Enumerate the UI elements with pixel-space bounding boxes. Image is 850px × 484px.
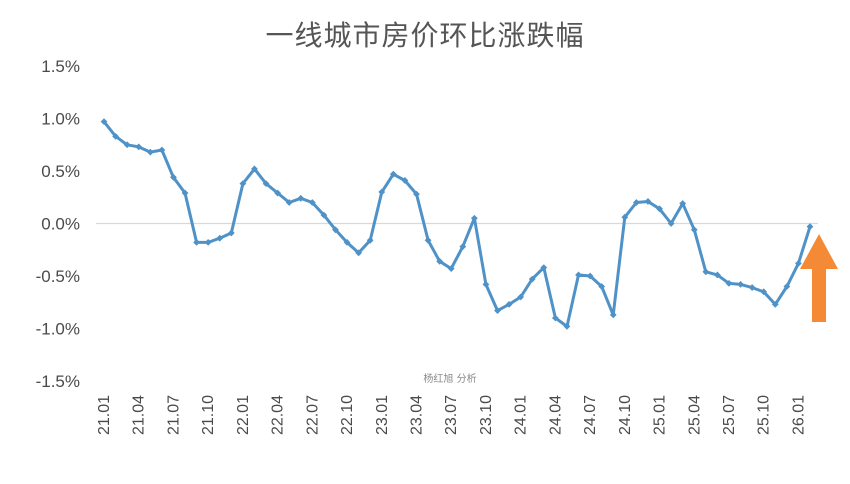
y-tick-label: -1.5% [36,372,80,391]
x-tick-label: 21.04 [131,395,148,435]
y-tick-label: -0.5% [36,267,80,286]
x-tick-label: 25.01 [652,395,669,435]
x-tick-label: 25.10 [756,395,773,435]
up-arrow-shape [800,234,838,322]
data-point [621,213,629,221]
data-point [494,307,501,315]
x-tick-label: 22.01 [235,395,252,435]
series-layer [100,118,814,330]
data-point [239,180,247,187]
data-point [251,165,258,173]
data-point [609,311,617,319]
data-point [436,257,444,265]
y-tick-label: 0.0% [41,215,80,234]
x-tick-label: 21.07 [165,395,182,435]
data-point [575,271,582,279]
data-point [748,284,756,291]
up-arrow-annotation [800,234,838,322]
x-tick-label: 22.04 [270,395,287,435]
data-point [146,148,154,156]
data-point [447,265,455,273]
data-point [413,190,420,198]
data-point [158,146,166,154]
y-tick-label: 0.5% [41,162,80,181]
data-point [285,199,293,206]
data-point [505,300,513,308]
data-point [297,194,305,202]
data-point [123,141,131,149]
x-tick-label: 23.07 [443,395,460,435]
data-point [470,214,478,222]
x-tick-label: 21.10 [200,395,217,435]
data-point [714,271,721,279]
x-tick-label: 21.01 [96,395,113,435]
data-point [459,243,467,250]
watermark: 杨红旭 分析 [423,372,476,385]
data-point [227,229,235,237]
x-tick-label: 23.10 [478,395,495,435]
data-point [274,189,282,197]
data-point [690,226,698,234]
x-tick-label: 23.01 [374,395,391,435]
data-point [702,268,710,276]
y-tick-label: 1.0% [41,110,80,129]
x-axis-ticks: 21.01 21.04 21.07 21.10 22.01 22.04 22.07 22.10… [96,395,807,435]
data-point [771,300,779,308]
data-point [551,314,559,322]
data-point [378,188,386,196]
chart-title: 一线城市房价环比涨跌幅 [265,19,585,52]
data-point [632,199,640,206]
x-tick-label: 25.04 [686,395,703,435]
data-point [667,220,675,227]
data-point [343,239,351,246]
data-point [193,239,200,246]
data-point [482,281,490,288]
x-tick-label: 24.07 [582,395,599,435]
data-point [320,211,328,219]
data-point [424,236,432,244]
x-tick-label: 23.04 [408,395,425,435]
data-point [598,283,606,290]
data-point [135,143,143,151]
data-point [586,272,594,280]
data-point [170,173,177,181]
y-tick-label: -1.0% [36,320,80,339]
data-point [100,118,108,126]
data-point [401,177,409,184]
y-axis-ticks: 1.5% 1.0% 0.5% 0.0% -0.5% -1.0% -1.5% [36,57,80,391]
data-point [216,234,224,242]
x-tick-label: 26.01 [790,395,807,435]
data-point [563,323,571,330]
data-point [737,281,744,288]
x-tick-label: 24.10 [617,395,634,435]
data-point [204,239,212,246]
data-point [783,283,791,290]
data-point [517,293,525,301]
data-point [644,198,652,205]
data-point [112,132,119,140]
data-point [181,189,189,197]
x-tick-label: 24.04 [547,395,564,435]
data-point [366,236,374,244]
y-tick-label: 1.5% [41,57,80,76]
data-point [806,223,814,231]
data-point [795,260,802,267]
x-tick-label: 25.07 [721,395,738,435]
data-point [308,199,316,206]
x-tick-label: 24.01 [513,395,530,435]
data-point [656,205,663,213]
data-point [262,180,270,187]
data-point [528,275,536,283]
data-point [760,288,768,296]
data-point [540,264,548,271]
data-point [355,249,363,257]
data-point [725,279,733,287]
x-tick-label: 22.07 [304,395,321,435]
x-tick-label: 22.10 [339,395,356,435]
data-point [389,170,397,178]
data-point [679,200,687,207]
data-point [332,226,339,234]
